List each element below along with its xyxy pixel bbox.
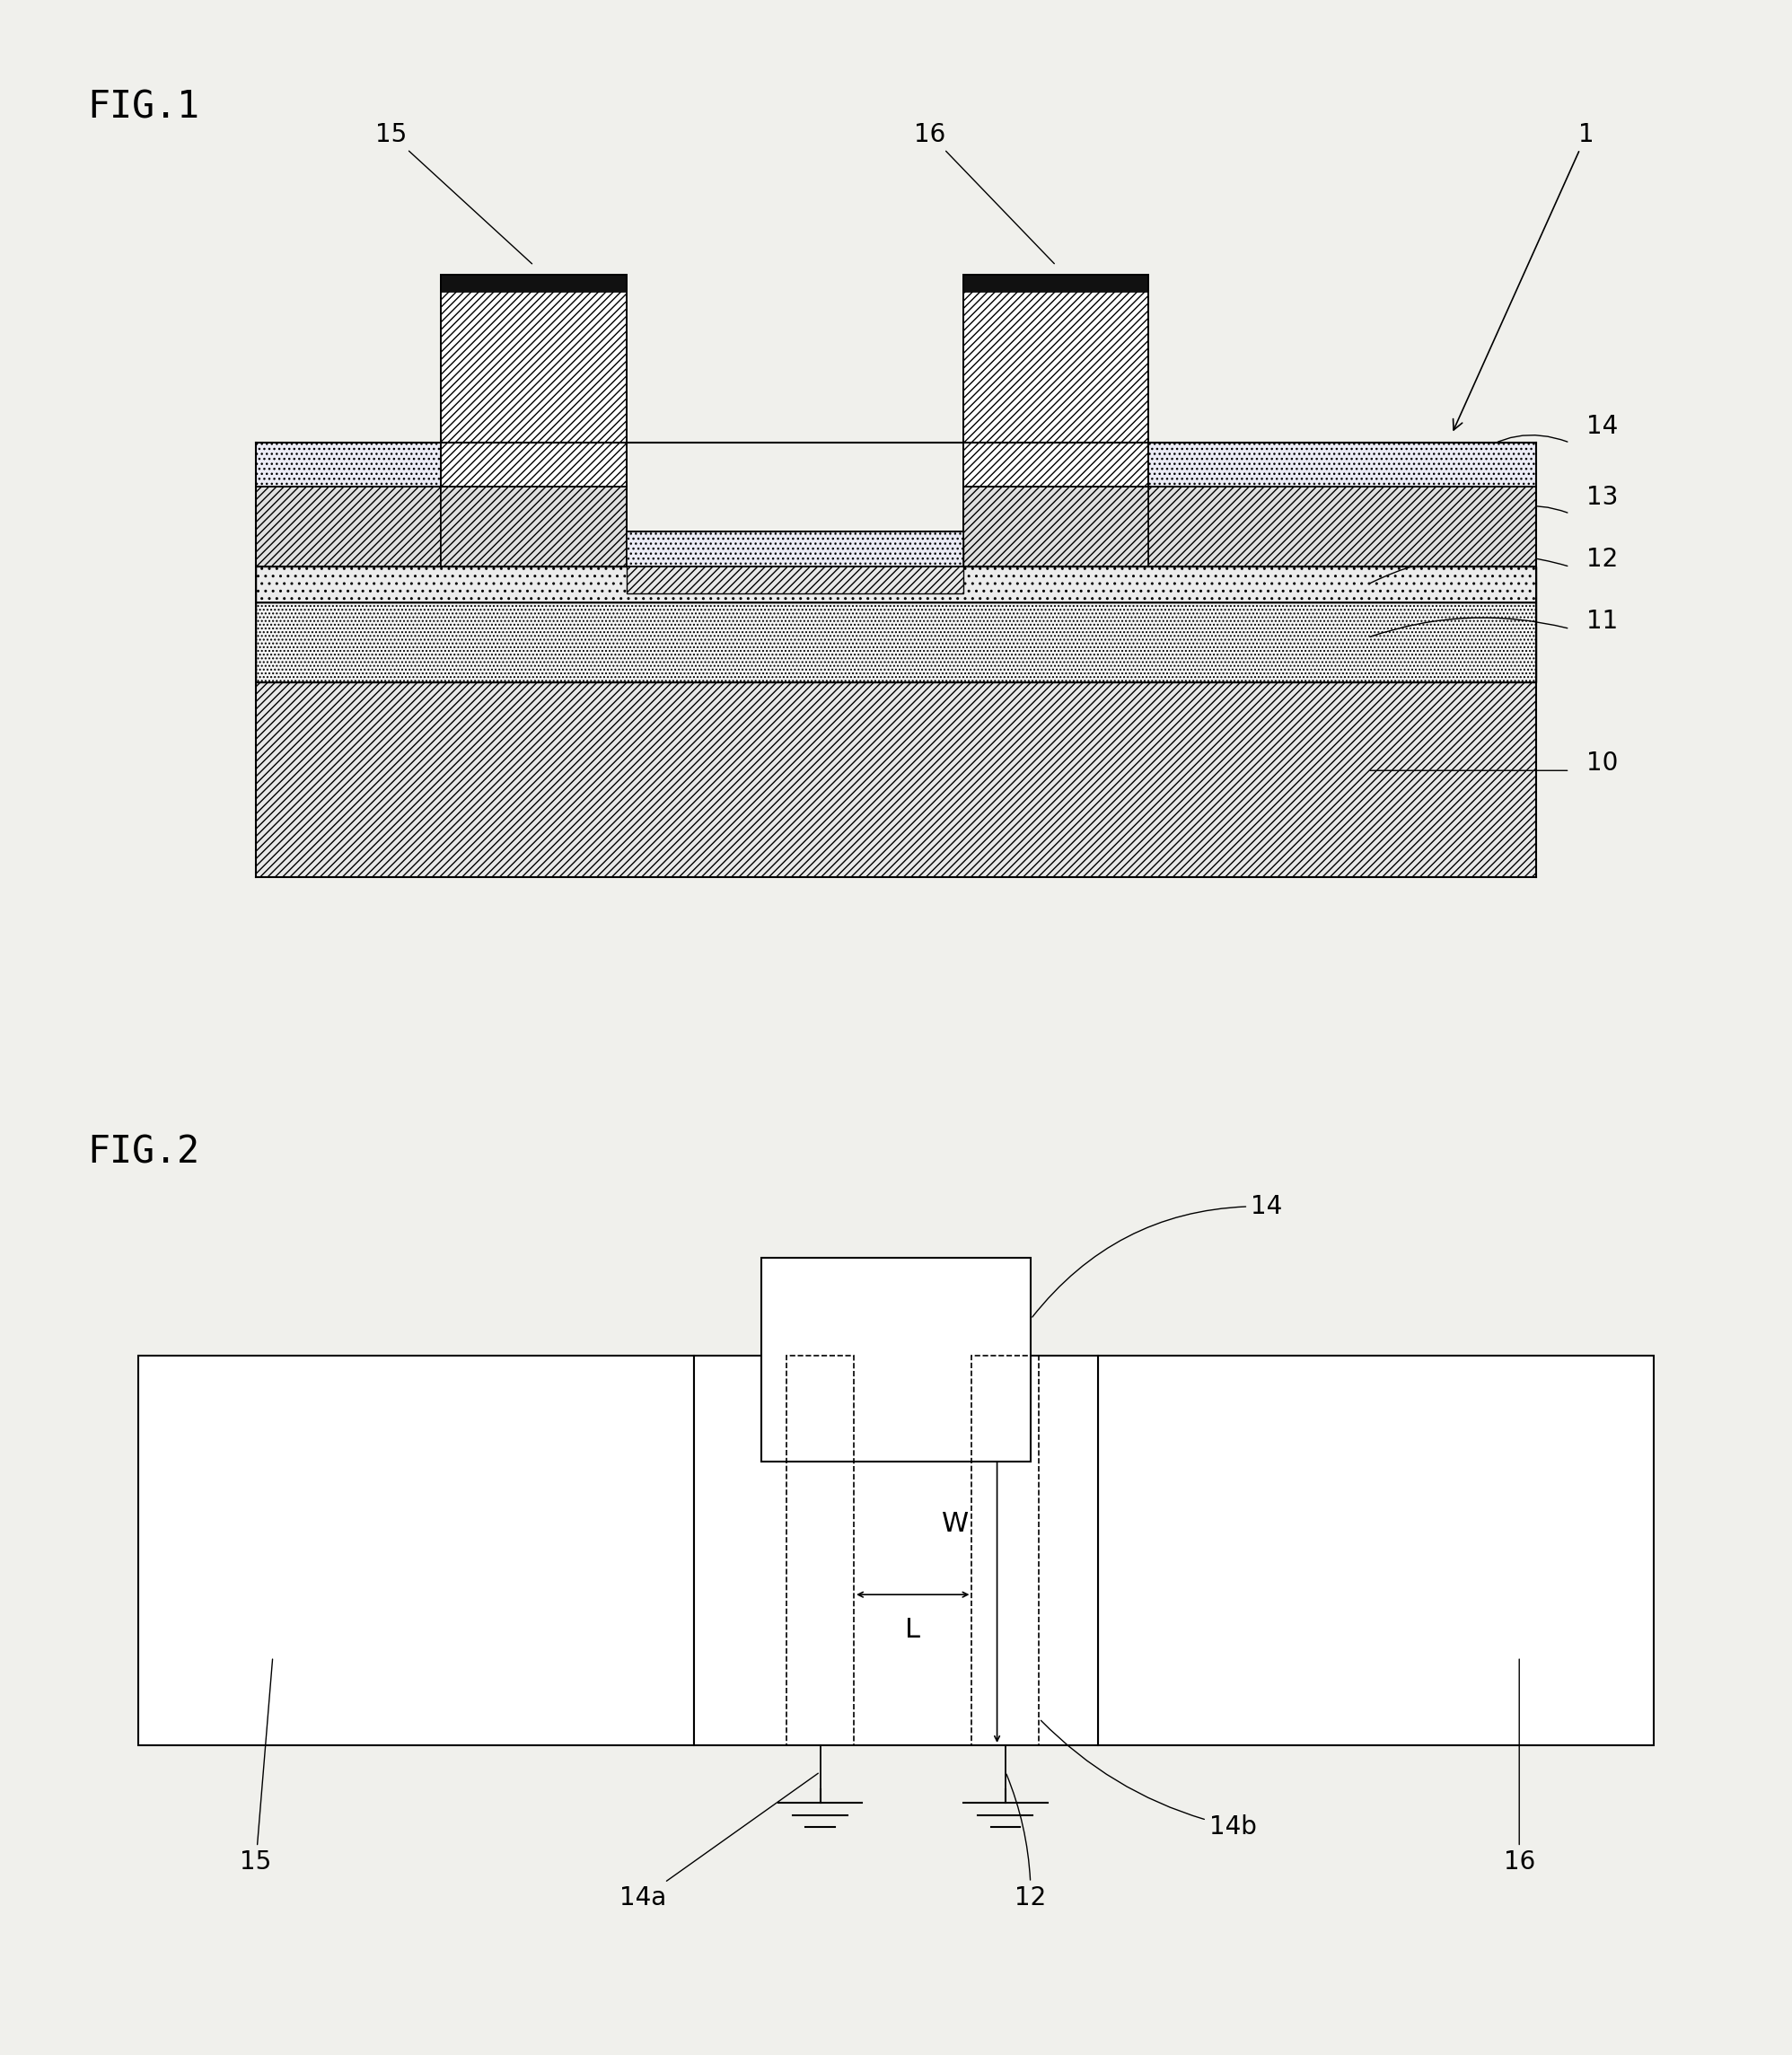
- Text: 15: 15: [240, 1658, 272, 1874]
- Bar: [256, 682, 1536, 877]
- Bar: [138, 1356, 694, 1745]
- Bar: [964, 273, 1149, 487]
- Text: 16: 16: [1503, 1658, 1536, 1874]
- Text: 14a: 14a: [620, 1773, 819, 1911]
- Bar: [971, 1356, 1039, 1745]
- Text: 11: 11: [1586, 608, 1618, 635]
- Text: 12: 12: [1586, 547, 1618, 571]
- Text: 14b: 14b: [1041, 1720, 1256, 1839]
- Bar: [964, 487, 1149, 567]
- Text: 13: 13: [1586, 485, 1618, 510]
- Bar: [441, 273, 627, 487]
- Text: 15: 15: [375, 121, 532, 263]
- Bar: [441, 273, 627, 292]
- Text: W: W: [941, 1510, 968, 1537]
- Bar: [256, 567, 1536, 602]
- Text: 14: 14: [1586, 413, 1618, 440]
- Text: FIG.1: FIG.1: [88, 88, 199, 125]
- Text: 12: 12: [1007, 1773, 1047, 1911]
- Bar: [1149, 487, 1536, 567]
- Text: 10: 10: [1586, 750, 1618, 777]
- Text: 14: 14: [1032, 1194, 1283, 1317]
- Bar: [694, 1356, 1098, 1745]
- Bar: [964, 273, 1149, 292]
- Polygon shape: [256, 442, 1536, 532]
- Bar: [627, 532, 964, 567]
- Text: 1: 1: [1453, 121, 1595, 429]
- Text: 16: 16: [914, 121, 1054, 263]
- Bar: [1098, 1356, 1654, 1745]
- Bar: [787, 1356, 853, 1745]
- Bar: [964, 442, 1149, 487]
- Bar: [441, 442, 627, 487]
- Bar: [256, 602, 1536, 682]
- Bar: [256, 442, 441, 487]
- Bar: [256, 487, 441, 567]
- Text: L: L: [905, 1617, 921, 1644]
- Bar: [1149, 442, 1536, 487]
- Bar: [441, 487, 627, 567]
- Bar: [762, 1258, 1030, 1461]
- Bar: [627, 540, 964, 594]
- Text: FIG.2: FIG.2: [88, 1134, 199, 1171]
